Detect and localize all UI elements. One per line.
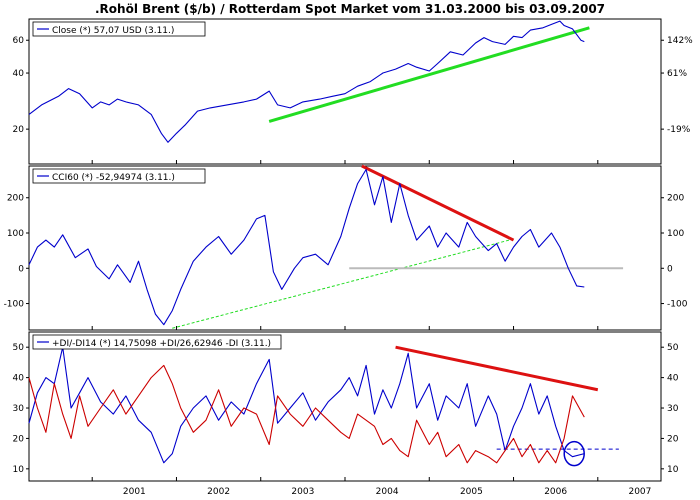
cci-ytick-label: 100 (7, 229, 24, 239)
cci-panel-frame (28, 165, 662, 331)
dmi-ytick-label-right: 50 (667, 343, 679, 353)
series-layer (28, 20, 585, 464)
cci-ytick-label-right: 100 (667, 229, 684, 239)
price-ytick-label: 60 (13, 36, 25, 46)
xtick-label: 2007 (628, 487, 651, 497)
price-legend-box (32, 21, 206, 37)
dmi-ytick-label: 40 (13, 374, 25, 384)
price-legend-text: Close (*) 57,07 USD (3.11.) (52, 26, 174, 36)
cci-ytick-label-right: 0 (667, 264, 673, 274)
dmi-legend-box (32, 334, 282, 350)
dmi-legend-text: +DI/-DI14 (*) 14,75098 +DI/26,62946 -DI … (52, 339, 271, 349)
price-ytick-label-right: 61% (667, 69, 687, 79)
chart-title: .Rohöl Brent ($/b) / Rotterdam Spot Mark… (95, 2, 605, 16)
dmi-panel-frame (28, 331, 662, 482)
dmi-trendline (395, 345, 599, 392)
cci-trendline (172, 239, 510, 329)
cci-ytick-label: 200 (7, 194, 24, 204)
dmi-ytick-label: 30 (13, 404, 25, 414)
cci-ytick-label-right: -100 (667, 300, 688, 310)
price-series-line (28, 20, 585, 143)
dmi-ytick-label-right: 30 (667, 404, 679, 414)
dmi-ytick-label: 20 (13, 434, 25, 444)
price-ytick-label-right: 142% (667, 36, 693, 46)
cci-legend-text: CCI60 (*) -52,94974 (3.11.) (52, 173, 175, 183)
price-ytick-label-right: -19% (667, 125, 691, 135)
cci-series-line (28, 168, 585, 326)
cci-legend-box (32, 168, 206, 184)
cci-ytick-label-right: 200 (667, 194, 684, 204)
cci-ytick-label: 0 (18, 264, 24, 274)
xtick-label: 2004 (376, 487, 399, 497)
cci-ytick-label: -100 (4, 300, 25, 310)
price-ytick-label: 20 (13, 125, 25, 135)
price-panel-frame (28, 18, 662, 165)
dmi-ytick-label: 50 (13, 343, 25, 353)
xtick-label: 2001 (123, 487, 146, 497)
price-ytick-label: 40 (13, 69, 25, 79)
price-trendline (268, 26, 590, 123)
xtick-label: 2003 (291, 487, 314, 497)
cci-trendline (361, 164, 515, 242)
xtick-label: 2005 (460, 487, 483, 497)
xtick-label: 2002 (207, 487, 230, 497)
dmi-series-line-minus-di (28, 364, 585, 464)
dmi-series-line-plus-di (28, 346, 585, 464)
dmi-ytick-label-right: 40 (667, 374, 679, 384)
dmi-ytick-label-right: 20 (667, 434, 679, 444)
xtick-label: 2006 (544, 487, 567, 497)
dmi-ytick-label: 10 (13, 465, 25, 475)
dmi-ytick-label-right: 10 (667, 465, 679, 475)
